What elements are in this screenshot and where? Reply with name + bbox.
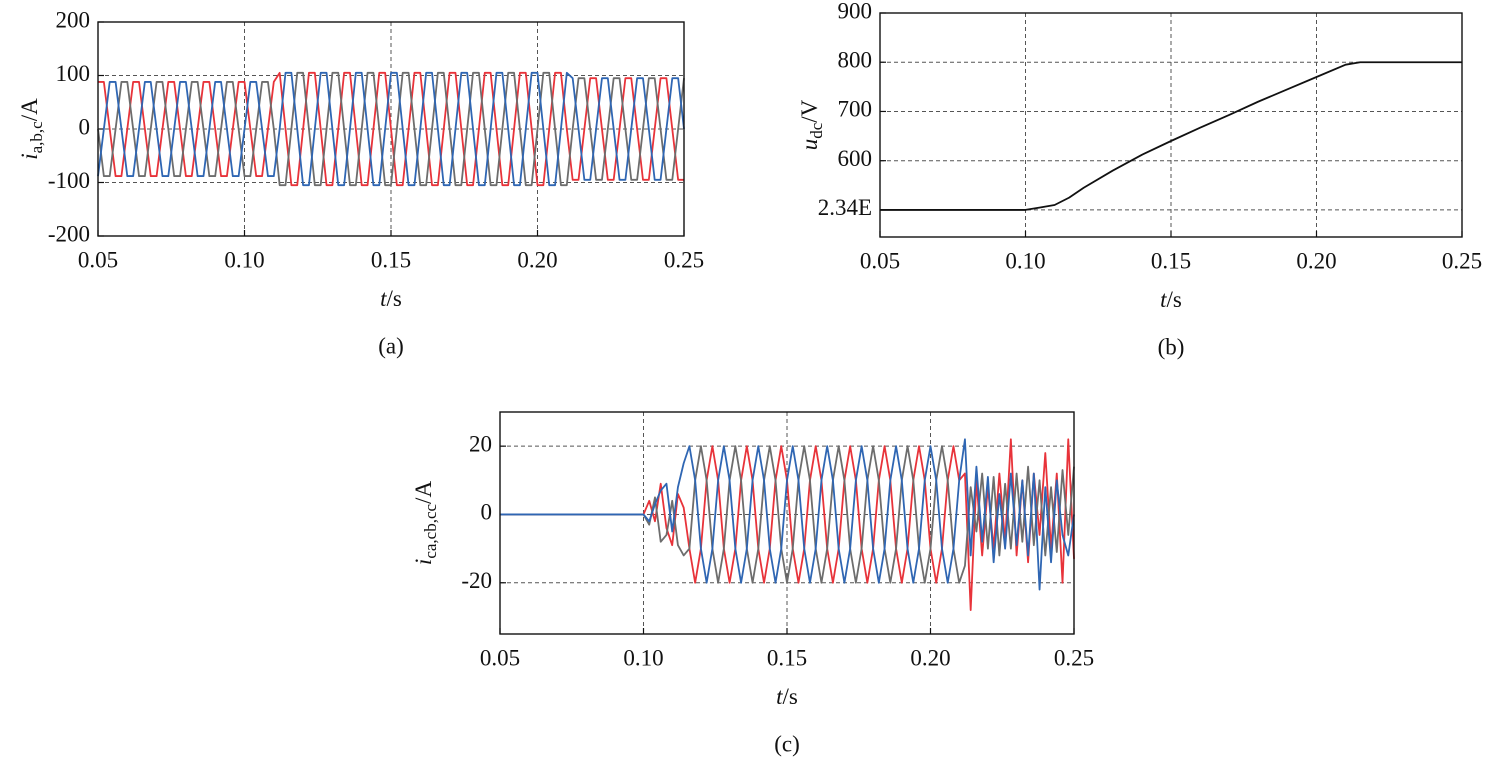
series-line [97, 71, 685, 187]
x-tick-label: 0.05 [860, 248, 900, 273]
y-label-unit: /A [411, 481, 436, 504]
x-tick-label: 0.10 [224, 247, 264, 272]
y-label-sub: ca,cb,cc [421, 503, 440, 558]
y-tick-label: 20 [469, 431, 492, 456]
y-label-unit: /A [17, 98, 42, 121]
caption: (b) [1158, 334, 1185, 359]
y-label-sub: a,b,c [27, 121, 46, 154]
x-label-var: t [380, 286, 387, 311]
x-tick-label: 0.20 [517, 247, 557, 272]
y-tick-label: 100 [56, 61, 91, 86]
y-label-sub: dc [807, 122, 826, 139]
y-tick-label: 0 [79, 114, 91, 139]
x-tick-label: 0.25 [1442, 248, 1482, 273]
x-axis-label: t/s [776, 684, 798, 709]
y-tick-label: 800 [838, 48, 873, 73]
y-tick-label: -200 [48, 221, 90, 246]
y-axis-label: udc/V [797, 99, 826, 150]
y-tick-label: -100 [48, 168, 90, 193]
series-line [500, 438, 1075, 591]
x-axis-label: t/s [380, 286, 402, 311]
x-tick-label: 0.10 [1005, 248, 1045, 273]
plot-frame [97, 21, 685, 237]
x-tick-label: 0.10 [623, 645, 663, 670]
y-label-unit: /V [797, 99, 822, 122]
x-label-unit: /s [387, 286, 402, 311]
series-line [97, 71, 685, 187]
x-label-var: t [1160, 287, 1167, 312]
y-tick-label: 200 [56, 7, 91, 32]
y-tick-label: 700 [838, 97, 873, 122]
y-tick-label: 900 [838, 0, 873, 23]
x-tick-label: 0.20 [1296, 248, 1336, 273]
y-axis-label: ica,cb,cc/A [411, 481, 440, 566]
series-line [98, 71, 684, 187]
x-tick-label: 0.05 [78, 247, 118, 272]
x-tick-label: 0.15 [1151, 248, 1191, 273]
y-tick-label: 600 [838, 146, 873, 171]
x-tick-label: 0.20 [910, 645, 950, 670]
x-tick-label: 0.25 [1054, 645, 1094, 670]
plot-frame [499, 411, 1075, 635]
x-label-var: t [776, 684, 783, 709]
y-tick-label: 0 [481, 500, 493, 525]
y-tick-label: -20 [461, 568, 492, 593]
x-tick-label: 0.15 [767, 645, 807, 670]
y-axis-label: ia,b,c/A [17, 98, 46, 160]
caption: (a) [378, 333, 404, 358]
plot-frame [879, 12, 1463, 238]
series-line [880, 61, 1462, 211]
y-label-var: u [797, 139, 822, 151]
x-tick-label: 0.15 [371, 247, 411, 272]
caption: (c) [774, 731, 800, 756]
x-label-unit: /s [783, 684, 798, 709]
x-axis-label: t/s [1160, 287, 1182, 312]
x-tick-label: 0.05 [480, 645, 520, 670]
y-label-var: i [411, 559, 436, 565]
y-tick-label: 2.34E [818, 195, 872, 220]
y-label-var: i [17, 153, 42, 159]
x-tick-label: 0.25 [664, 247, 704, 272]
x-label-unit: /s [1167, 287, 1182, 312]
